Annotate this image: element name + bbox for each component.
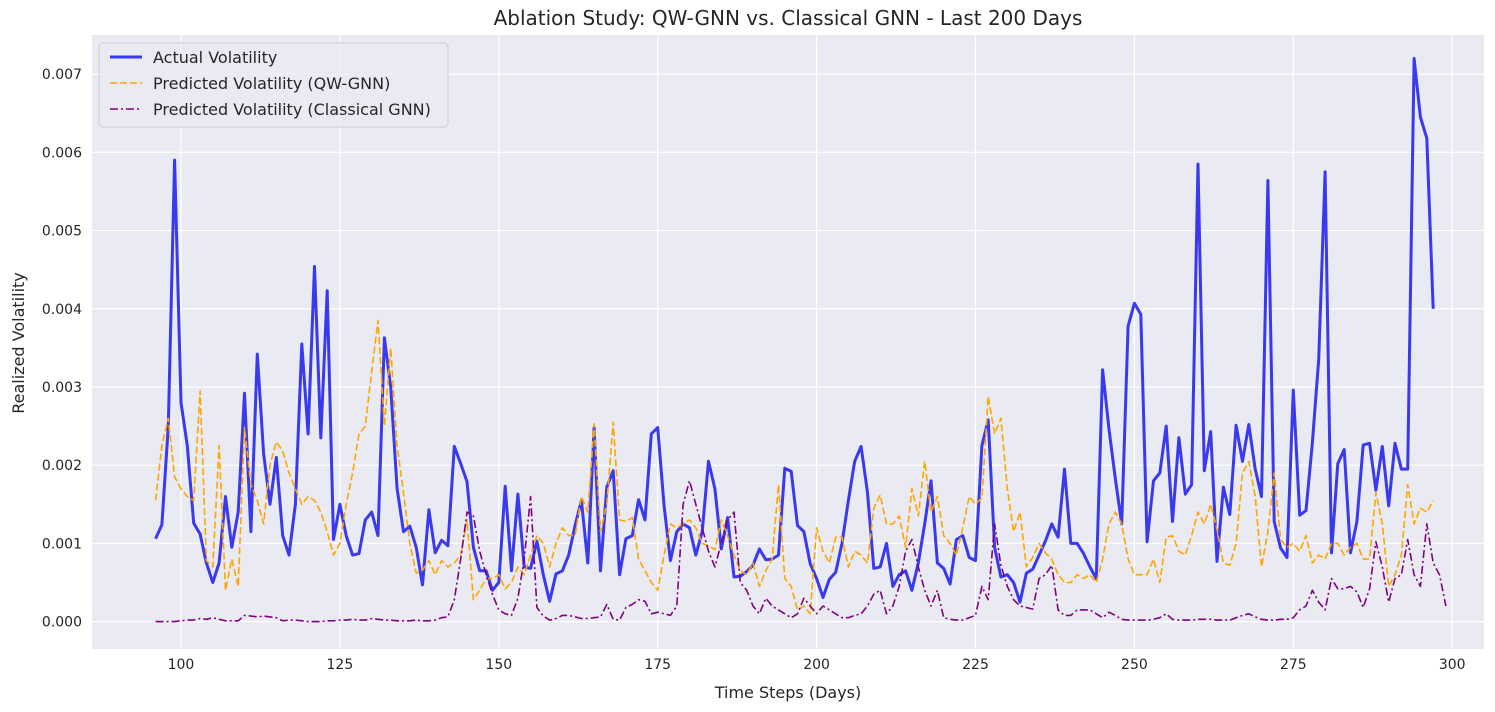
legend-box bbox=[98, 42, 449, 128]
y-tick-label: 0.000 bbox=[42, 615, 82, 631]
y-tick-label: 0.007 bbox=[42, 67, 82, 83]
x-axis-ticks: 100 125 150 175 200 225 250 275 300 bbox=[168, 657, 1466, 673]
legend-label: Actual Volatility bbox=[153, 48, 277, 67]
x-tick-label: 300 bbox=[1439, 657, 1466, 673]
chart-title: Ablation Study: QW-GNN vs. Classical GNN… bbox=[494, 6, 1083, 30]
grid-lines bbox=[92, 35, 1484, 649]
y-tick-label: 0.003 bbox=[42, 380, 82, 396]
x-tick-label: 100 bbox=[168, 657, 195, 673]
series-lines bbox=[154, 57, 1447, 623]
x-tick-label: 225 bbox=[962, 657, 989, 673]
y-tick-label: 0.005 bbox=[42, 224, 82, 240]
legend-label: Predicted Volatility (Classical GNN) bbox=[153, 100, 431, 119]
x-tick-label: 250 bbox=[1121, 657, 1148, 673]
y-axis-title: Realized Volatility bbox=[9, 272, 28, 414]
x-tick-label: 200 bbox=[803, 657, 830, 673]
y-axis-ticks: 0.000 0.001 0.002 0.003 0.004 0.005 0.006 0.007 bbox=[42, 67, 82, 631]
x-tick-label: 275 bbox=[1280, 657, 1307, 673]
legend-label: Predicted Volatility (QW-GNN) bbox=[153, 74, 390, 93]
legend: Actual Volatility Predicted Volatility (Q… bbox=[98, 42, 449, 128]
x-tick-label: 125 bbox=[327, 657, 354, 673]
x-axis-title: Time Steps (Days) bbox=[714, 683, 862, 702]
y-tick-label: 0.006 bbox=[42, 145, 82, 161]
y-tick-label: 0.004 bbox=[42, 302, 82, 318]
y-tick-label: 0.002 bbox=[42, 458, 82, 474]
y-tick-label: 0.001 bbox=[42, 536, 82, 552]
x-tick-label: 175 bbox=[644, 657, 671, 673]
series-line-3 bbox=[155, 479, 1447, 623]
x-tick-label: 150 bbox=[485, 657, 512, 673]
series-line-1 bbox=[154, 57, 1435, 604]
series-line-2 bbox=[154, 319, 1434, 615]
